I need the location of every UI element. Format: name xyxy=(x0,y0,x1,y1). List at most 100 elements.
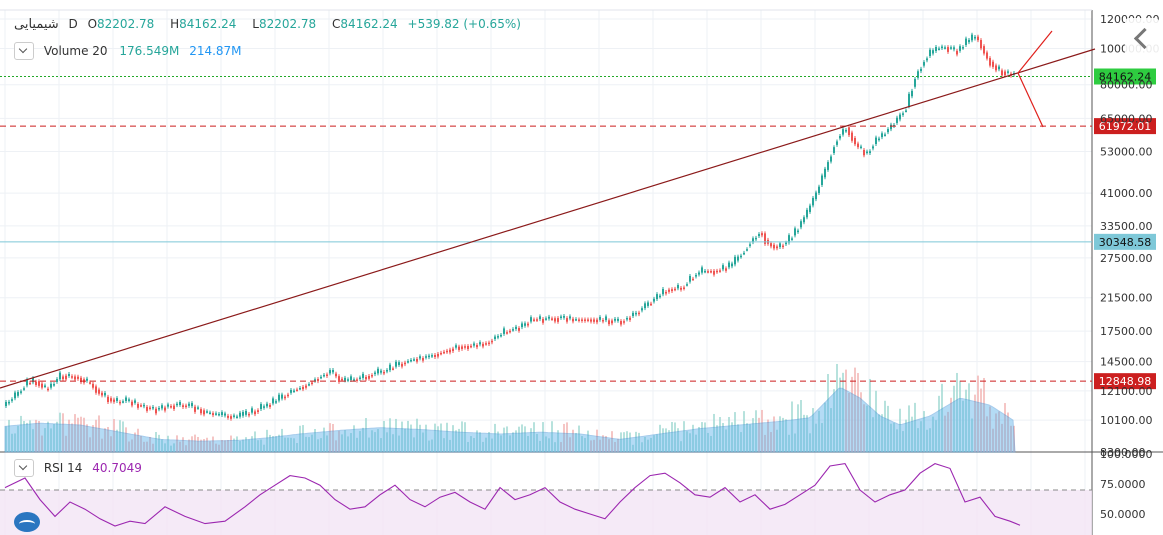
volume-bar xyxy=(797,404,799,452)
candle-body xyxy=(575,319,577,321)
candle-body xyxy=(437,353,439,357)
candle-body xyxy=(611,320,613,324)
volume-bar xyxy=(968,383,970,452)
volume-bar xyxy=(155,431,157,452)
price-axis-tick: 33500.00 xyxy=(1100,220,1153,233)
candle-body xyxy=(278,394,280,401)
candle-body xyxy=(53,384,55,386)
collapse-panel-button[interactable] xyxy=(1125,18,1159,60)
volume-bar xyxy=(410,424,412,452)
candle-body xyxy=(698,272,700,275)
chevron-down-icon[interactable] xyxy=(14,42,34,60)
volume-bar xyxy=(749,424,751,452)
volume-bar xyxy=(14,433,16,452)
candle-body xyxy=(413,359,415,361)
candle-body xyxy=(671,289,673,292)
volume-bar xyxy=(473,437,475,452)
candle-body xyxy=(257,410,259,413)
volume-bar xyxy=(170,445,172,452)
candle-body xyxy=(20,391,22,393)
volume-bar xyxy=(92,425,94,452)
volume-bar xyxy=(428,440,430,452)
candle-body xyxy=(830,156,832,162)
candle-body xyxy=(503,328,505,334)
trend-line[interactable] xyxy=(0,48,1096,389)
candle-body xyxy=(305,385,307,388)
volume-bar xyxy=(101,438,103,452)
volume-bar xyxy=(446,422,448,452)
candle-body xyxy=(80,377,82,383)
volume-bar xyxy=(287,437,289,452)
price-axis-tick: 10100.00 xyxy=(1100,414,1153,427)
candle-body xyxy=(803,217,805,223)
trend-line-upper[interactable] xyxy=(1017,30,1053,74)
candle-body xyxy=(434,354,436,357)
volume-bar xyxy=(200,439,202,452)
volume-bar xyxy=(560,442,562,452)
candle-body xyxy=(692,278,694,281)
candle-body xyxy=(392,368,394,370)
close-label: C xyxy=(332,17,341,31)
candle-body xyxy=(56,379,58,382)
candle-body xyxy=(347,379,349,381)
volume-bar xyxy=(71,423,73,452)
candle-body xyxy=(41,383,43,388)
candle-body xyxy=(629,317,631,320)
volume-bar xyxy=(77,417,79,452)
candle-body xyxy=(380,370,382,373)
candle-body xyxy=(113,399,115,402)
volume-bar xyxy=(131,439,133,452)
chevron-down-icon[interactable] xyxy=(14,459,34,477)
candle-body xyxy=(860,146,862,149)
volume-bar xyxy=(614,441,616,452)
symbol-name[interactable]: شیمیایی xyxy=(14,17,59,32)
volume-bar xyxy=(53,424,55,452)
candle-body xyxy=(737,256,739,261)
volume-bar xyxy=(203,439,205,452)
candle-body xyxy=(815,192,817,200)
candle-body xyxy=(779,243,781,248)
trend-line-lower[interactable] xyxy=(1017,72,1044,128)
candle-body xyxy=(614,318,616,321)
candle-body xyxy=(497,336,499,338)
price-level-label: 12848.98 xyxy=(1099,375,1152,388)
candle-body xyxy=(530,317,532,322)
candle-body xyxy=(539,316,541,320)
volume-bar xyxy=(989,406,991,452)
candle-body xyxy=(743,252,745,255)
volume-bar xyxy=(803,414,805,452)
volume-bar xyxy=(206,437,208,452)
volume-bar xyxy=(875,390,877,452)
candle-body xyxy=(1007,71,1009,73)
candle-body xyxy=(32,378,34,383)
price-axis-tick: 80000.00 xyxy=(1100,79,1153,92)
candle-body xyxy=(839,135,841,139)
volume-bar xyxy=(620,432,622,452)
candle-body xyxy=(476,345,478,348)
volume-bar xyxy=(779,416,781,452)
volume-bar xyxy=(539,440,541,452)
volume-bar xyxy=(383,420,385,452)
candle-body xyxy=(977,36,979,41)
candle-body xyxy=(68,373,70,376)
volume-bar xyxy=(587,430,589,452)
candle-body xyxy=(386,370,388,372)
candle-body xyxy=(551,318,553,320)
candle-body xyxy=(653,298,655,302)
volume-bar xyxy=(83,417,85,452)
volume-bar xyxy=(638,432,640,452)
volume-bar xyxy=(812,408,814,452)
volume-bar xyxy=(161,439,163,452)
volume-bar xyxy=(194,434,196,452)
candle-body xyxy=(833,147,835,154)
volume-bar xyxy=(368,437,370,452)
volume-bar xyxy=(821,423,823,452)
candle-body xyxy=(443,351,445,354)
change-value: +539.82 (+0.65%) xyxy=(407,17,521,31)
candle-body xyxy=(458,346,460,350)
candle-body xyxy=(968,39,970,43)
interval-label[interactable]: D xyxy=(68,17,78,31)
candle-body xyxy=(521,323,523,328)
volume-bar xyxy=(680,441,682,452)
